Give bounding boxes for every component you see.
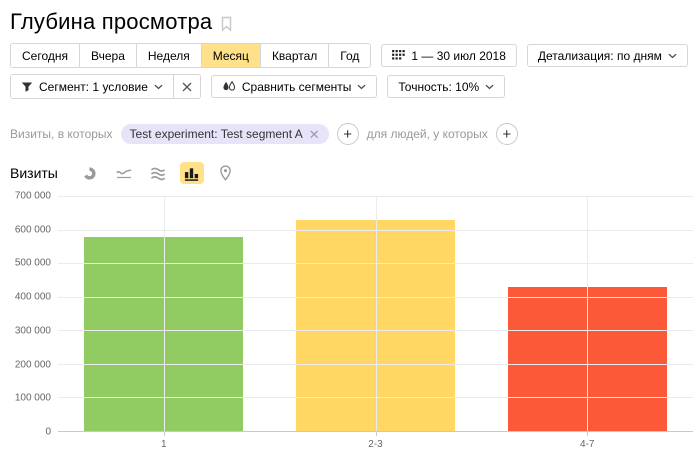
detalization-button[interactable]: Детализация: по дням bbox=[526, 44, 688, 67]
pie-chart-icon[interactable] bbox=[78, 162, 102, 184]
tab-yesterday[interactable]: Вчера bbox=[80, 44, 137, 67]
compare-label: Сравнить сегменты bbox=[241, 79, 352, 94]
compare-drops-icon bbox=[222, 80, 236, 93]
period-tabs: Сегодня Вчера Неделя Месяц Квартал Год bbox=[10, 43, 372, 68]
accuracy-button[interactable]: Точность: 10% bbox=[387, 75, 506, 98]
tab-week[interactable]: Неделя bbox=[136, 44, 202, 67]
period-toolbar: Сегодня Вчера Неделя Месяц Квартал Год 1… bbox=[10, 43, 693, 68]
y-axis-label: 100 000 bbox=[14, 392, 51, 404]
compare-segments-button[interactable]: Сравнить сегменты bbox=[210, 75, 378, 98]
y-axis-label: 500 000 bbox=[14, 257, 51, 269]
people-condition-label: для людей, у которых bbox=[366, 127, 488, 141]
x-axis-label: 4-7 bbox=[481, 432, 693, 458]
y-axis-label: 200 000 bbox=[14, 359, 51, 371]
x-axis-tick bbox=[163, 432, 165, 436]
remove-chip-icon[interactable]: ✕ bbox=[308, 126, 320, 142]
tab-quarter[interactable]: Квартал bbox=[260, 44, 330, 67]
segment-button[interactable]: Сегмент: 1 условие bbox=[11, 75, 173, 98]
segment-label: Сегмент: 1 условие bbox=[39, 79, 148, 94]
tab-month[interactable]: Месяц bbox=[201, 44, 261, 67]
gridline bbox=[587, 196, 589, 431]
chevron-down-icon bbox=[357, 84, 366, 90]
segment-clear-button[interactable] bbox=[172, 75, 200, 98]
segment-toolbar: Сегмент: 1 условие Сравнить сегменты bbox=[10, 74, 693, 99]
plot-area bbox=[58, 196, 693, 432]
y-axis: 700 000 600 000 500 000 400 000 300 000 200 0… bbox=[0, 191, 58, 438]
chart-header: Визиты bbox=[10, 162, 693, 184]
calendar-grid-icon bbox=[392, 50, 406, 61]
add-people-condition-button[interactable]: + bbox=[495, 123, 518, 145]
visits-condition-label: Визиты, в которых bbox=[10, 127, 113, 141]
metric-label: Визиты bbox=[10, 165, 58, 181]
page-title: Глубина просмотра bbox=[10, 9, 213, 34]
chevron-down-icon bbox=[154, 84, 163, 90]
tab-year[interactable]: Год bbox=[329, 44, 371, 67]
filter-row: Визиты, в которых Test experiment: Test … bbox=[10, 123, 693, 145]
chart-type-switcher bbox=[78, 162, 238, 184]
map-icon[interactable] bbox=[214, 162, 238, 184]
date-range-label: 1 — 30 июл 2018 bbox=[411, 48, 506, 63]
x-axis-label: 2-3 bbox=[270, 432, 482, 458]
chevron-down-icon bbox=[668, 53, 677, 59]
x-axis-tick bbox=[587, 432, 589, 436]
stacked-area-icon[interactable] bbox=[146, 162, 170, 184]
title-row: Глубина просмотра bbox=[10, 9, 693, 35]
detalization-label: Детализация: по дням bbox=[537, 48, 662, 63]
accuracy-label: Точность: 10% bbox=[398, 79, 480, 94]
segment-chip[interactable]: Test experiment: Test segment A ✕ bbox=[120, 124, 329, 144]
gridline bbox=[163, 196, 165, 431]
add-visit-condition-button[interactable]: + bbox=[336, 123, 359, 145]
line-chart-icon[interactable] bbox=[112, 162, 136, 184]
bar-chart: 700 000 600 000 500 000 400 000 300 000 200 0… bbox=[0, 191, 693, 458]
gridline bbox=[375, 196, 377, 431]
y-axis-label: 400 000 bbox=[14, 291, 51, 303]
chevron-down-icon bbox=[485, 84, 494, 90]
x-axis-tick bbox=[375, 432, 377, 436]
segment-button-group: Сегмент: 1 условие bbox=[10, 74, 201, 99]
y-axis-label: 600 000 bbox=[14, 224, 51, 236]
x-axis-label: 1 bbox=[58, 432, 270, 458]
y-axis-label: 0 bbox=[45, 426, 51, 438]
bookmark-icon[interactable] bbox=[220, 16, 233, 32]
y-axis-label: 300 000 bbox=[14, 325, 51, 337]
close-icon bbox=[182, 82, 192, 92]
bar-chart-icon[interactable] bbox=[179, 162, 204, 184]
y-axis-label: 700 000 bbox=[14, 190, 51, 202]
date-range-button[interactable]: 1 — 30 июл 2018 bbox=[381, 44, 517, 67]
segment-chip-label: Test experiment: Test segment A bbox=[129, 127, 303, 141]
tab-today[interactable]: Сегодня bbox=[11, 44, 80, 67]
x-axis: 1 2-3 4-7 bbox=[58, 432, 693, 458]
funnel-icon bbox=[21, 81, 33, 93]
